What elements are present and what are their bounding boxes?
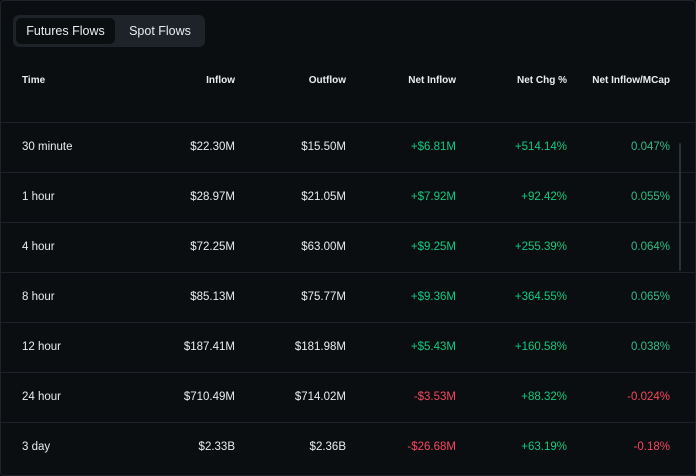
table-body: 30 minute $22.30M $15.50M +$6.81M +514.1… [1,123,695,472]
cell-net-inflow-mcap: -0.18% [633,441,670,453]
flow-type-toggle: Futures Flows Spot Flows [13,15,205,47]
cell-outflow: $2.36B [309,441,346,453]
cell-outflow: $63.00M [301,241,346,253]
cell-time: 4 hour [22,241,55,253]
table-divider [1,122,695,123]
cell-net-inflow-mcap: 0.065% [630,291,670,303]
header-outflow[interactable]: Outflow [308,75,346,86]
cell-outflow: $714.02M [294,391,346,403]
cell-net-chg: +160.58% [514,341,567,353]
cell-inflow: $22.30M [190,141,235,153]
cell-net-inflow: +$7.92M [410,191,456,203]
cell-inflow: $85.13M [190,291,235,303]
table-header: Time Inflow Outflow Net Inflow Net Chg %… [1,67,695,95]
cell-net-inflow: -$3.53M [413,391,456,403]
cell-outflow: $75.77M [301,291,346,303]
cell-net-inflow-mcap: 0.064% [630,241,670,253]
cell-net-inflow-mcap: 0.047% [630,141,670,153]
cell-net-chg: +364.55% [514,291,567,303]
spot-flows-tab[interactable]: Spot Flows [129,24,191,38]
cell-net-chg: +63.19% [521,441,567,453]
header-net-inflow[interactable]: Net Inflow [408,75,456,86]
cell-outflow: $15.50M [301,141,346,153]
cell-time: 1 hour [22,191,55,203]
cell-net-chg: +88.32% [521,391,567,403]
cell-inflow: $710.49M [183,391,235,403]
cell-inflow: $187.41M [183,341,235,353]
header-inflow[interactable]: Inflow [206,75,235,86]
cell-time: 8 hour [22,291,55,303]
cell-outflow: $21.05M [301,191,346,203]
cell-time: 30 minute [22,141,73,153]
table-row: 30 minute $22.30M $15.50M +$6.81M +514.1… [1,123,695,173]
cell-net-inflow: -$26.68M [407,441,456,453]
cell-net-chg: +255.39% [514,241,567,253]
cell-net-inflow: +$5.43M [410,341,456,353]
cell-net-inflow: +$9.25M [410,241,456,253]
table-row: 8 hour $85.13M $75.77M +$9.36M +364.55% … [1,273,695,323]
header-time[interactable]: Time [22,75,46,86]
header-net-chg[interactable]: Net Chg % [517,75,567,86]
table-row: 24 hour $710.49M $714.02M -$3.53M +88.32… [1,373,695,423]
futures-flows-tab[interactable]: Futures Flows [16,18,115,44]
cell-net-inflow: +$9.36M [410,291,456,303]
cell-net-chg: +92.42% [521,191,567,203]
table-row: 1 hour $28.97M $21.05M +$7.92M +92.42% 0… [1,173,695,223]
cell-net-inflow-mcap: 0.055% [630,191,670,203]
cell-net-inflow: +$6.81M [410,141,456,153]
cell-inflow: $2.33B [198,441,235,453]
cell-time: 12 hour [22,341,62,353]
table-row: 4 hour $72.25M $63.00M +$9.25M +255.39% … [1,223,695,273]
table-row: 3 day $2.33B $2.36B -$26.68M +63.19% -0.… [1,423,695,472]
cell-net-inflow-mcap: 0.038% [630,341,670,353]
cell-inflow: $28.97M [190,191,235,203]
cell-time: 24 hour [22,391,62,403]
table-scrollbar[interactable] [679,143,681,271]
table-row: 12 hour $187.41M $181.98M +$5.43M +160.5… [1,323,695,373]
cell-time: 3 day [22,441,51,453]
cell-net-chg: +514.14% [514,141,567,153]
header-net-inflow-mcap[interactable]: Net Inflow/MCap [592,75,670,86]
cell-inflow: $72.25M [190,241,235,253]
cell-outflow: $181.98M [294,341,346,353]
cell-net-inflow-mcap: -0.024% [627,391,670,403]
